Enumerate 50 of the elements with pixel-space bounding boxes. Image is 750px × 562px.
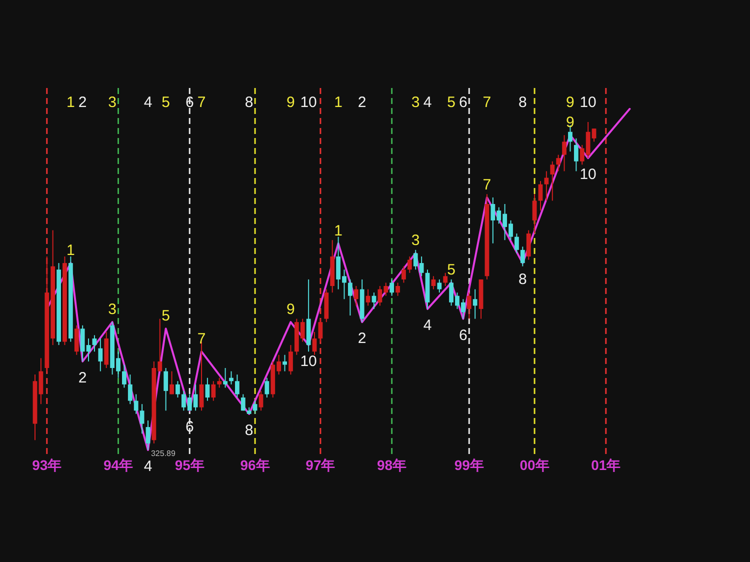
annotation: 2 [358,330,366,348]
annotation: 4 [144,458,152,475]
x-tick-label: 95年 [174,457,204,473]
x-tick-label: 99年 [454,457,484,473]
annotation: 9 [566,114,574,132]
annotation: 3 [411,232,420,250]
text: 7 [197,94,206,111]
annotation: 1 [334,222,342,240]
annotation: 6 [185,418,194,436]
text: 10 [580,94,596,111]
x-tick-label: 00年 [520,457,550,473]
x-tick-label: 97年 [306,457,336,473]
x-tick-label: 96年 [240,457,270,473]
x-tick-label: 98年 [377,457,407,473]
text: 3 [108,94,116,111]
annotation: 5 [162,308,170,325]
text: 5 [447,94,456,111]
text: 9 [286,94,295,111]
annotation: 325.89 [150,449,176,458]
text: 2 [78,94,87,111]
text: 8 [244,94,254,111]
text: 6 [185,94,194,111]
x-tick-label: 93年 [32,457,62,473]
text: 1 [66,94,75,111]
annotation: 3 [108,301,116,318]
annotation: 6 [459,326,468,344]
annotation: 9 [286,301,295,318]
annotation: 7 [197,330,206,348]
x-tick-label: 01年 [591,457,621,473]
text: 4 [144,94,152,111]
annotation: 8 [244,422,254,439]
annotation: 10 [580,166,596,184]
annotation: 1 [66,242,75,260]
text: 9 [566,94,574,111]
text: 6 [459,94,468,111]
text: 4 [423,94,432,111]
annotation: 4 [423,316,432,334]
annotation: 10 [300,353,317,370]
text: 2 [358,94,366,111]
x-tick-label: 94年 [103,457,134,473]
text: 10 [300,94,317,111]
text: 8 [518,94,527,111]
text: 7 [482,94,492,111]
text: 1 [334,94,342,111]
text: 5 [162,94,170,111]
annotation: 7 [482,176,492,194]
annotation: 5 [447,262,456,279]
text: 3 [411,94,420,111]
annotation: 8 [518,271,527,288]
annotation: 2 [78,369,87,386]
